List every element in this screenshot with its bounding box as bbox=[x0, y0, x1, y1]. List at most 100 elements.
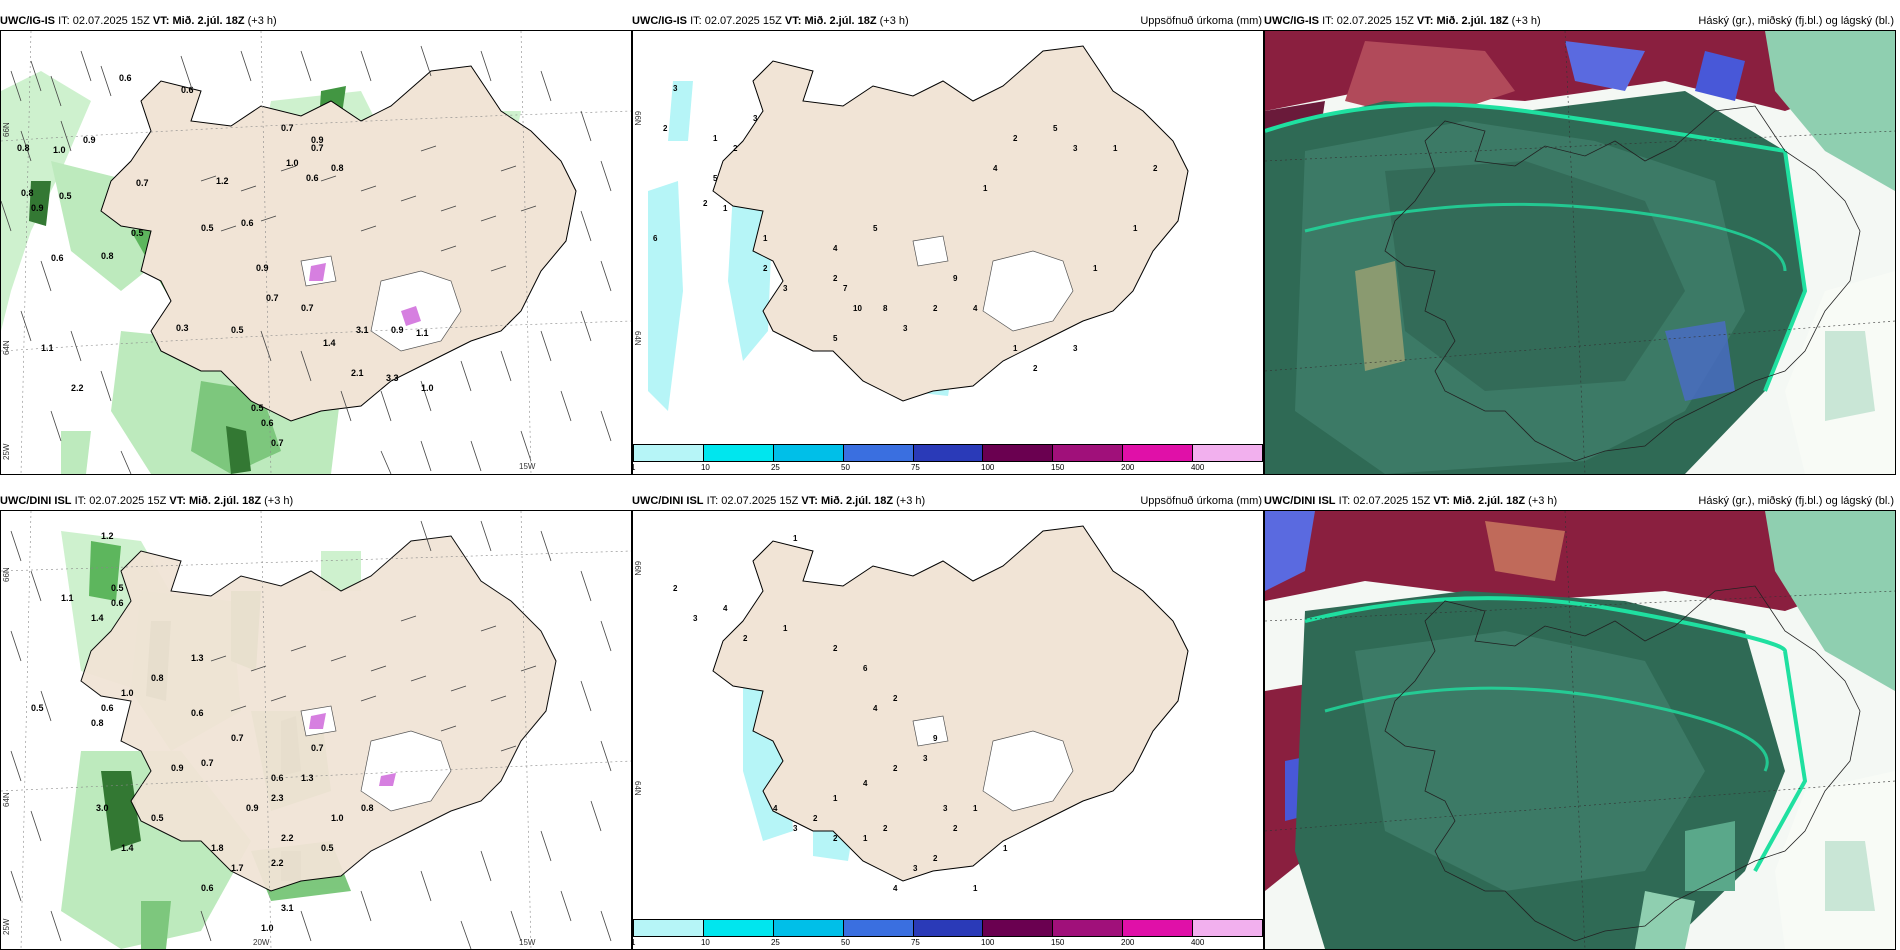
lon-label-15: 15W bbox=[519, 462, 536, 471]
legend-tick: 75 bbox=[910, 463, 920, 472]
value-label: 1 bbox=[1013, 344, 1018, 353]
legend-swatch bbox=[703, 920, 774, 936]
value-label: 1.0 bbox=[286, 158, 299, 168]
lat-label-64: 64N bbox=[633, 781, 642, 796]
value-label: 2.1 bbox=[351, 368, 364, 378]
legend-tick: 1 bbox=[633, 938, 635, 947]
value-label: 3.0 bbox=[96, 803, 109, 813]
wind-map-r1[interactable]: 66N 64N 25W 15W 0.6 0.6 0.8 1.0 0.9 0.8 0.5 0.9… bbox=[0, 30, 632, 475]
panel-header: UWC/DINI ISL IT: 02.07.2025 15Z VT: Mið.… bbox=[1264, 492, 1896, 510]
legend-tick: 150 bbox=[1051, 938, 1065, 947]
lat-label-66: 66N bbox=[2, 122, 11, 137]
value-label: 0.7 bbox=[201, 758, 214, 768]
value-label: 3 bbox=[1073, 344, 1078, 353]
value-label: 9 bbox=[953, 274, 958, 283]
value-label: 1.2 bbox=[101, 531, 114, 541]
value-label: 3 bbox=[913, 864, 918, 873]
value-label: 1.0 bbox=[421, 383, 434, 393]
panel-r1-wind: UWC/IG-IS IT: 02.07.2025 15Z VT: Mið. 2.… bbox=[0, 12, 632, 475]
vt-label: VT: bbox=[152, 15, 170, 27]
value-label: 1 bbox=[973, 884, 978, 893]
lead-time: (+3 h) bbox=[1511, 15, 1541, 27]
model-name: UWC/IG-IS bbox=[0, 15, 55, 27]
value-label: 1.0 bbox=[261, 923, 274, 933]
value-label: 0.9 bbox=[246, 803, 259, 813]
value-label: 0.6 bbox=[306, 173, 319, 183]
precip-legend: 1 10 25 50 75 100 150 200 400 bbox=[633, 444, 1263, 474]
legend-swatch bbox=[983, 920, 1054, 936]
value-label: 0.8 bbox=[21, 188, 34, 198]
legend-tick: 150 bbox=[1051, 463, 1065, 472]
lat-label-64: 64N bbox=[2, 792, 11, 807]
it-label: IT: bbox=[706, 495, 719, 507]
value-label: 3 bbox=[753, 114, 758, 123]
cloud-map-r1[interactable] bbox=[1264, 30, 1896, 475]
precip-legend: 1 10 25 50 75 100 150 200 400 bbox=[633, 919, 1263, 949]
value-label: 0.7 bbox=[281, 123, 294, 133]
value-label: 4 bbox=[833, 244, 838, 253]
value-label: 0.6 bbox=[261, 418, 274, 428]
value-label: 0.5 bbox=[201, 223, 214, 233]
value-label: 2 bbox=[763, 264, 768, 273]
value-label: 1 bbox=[1133, 224, 1138, 233]
value-label: 0.9 bbox=[31, 203, 44, 213]
legend-swatch bbox=[913, 445, 984, 461]
it-value: 02.07.2025 15Z bbox=[72, 15, 150, 27]
value-label: 4 bbox=[993, 164, 998, 173]
model-name: UWC/DINI ISL bbox=[1264, 495, 1336, 507]
value-label: 1.2 bbox=[216, 176, 229, 186]
legend-tick: 1 bbox=[633, 463, 635, 472]
value-label: 0.5 bbox=[251, 403, 264, 413]
value-label: 0.7 bbox=[311, 743, 324, 753]
cloud-map-r2[interactable] bbox=[1264, 510, 1896, 950]
iceland-land bbox=[100, 65, 577, 422]
panel-subtitle: Uppsöfnuð úrkoma (mm) bbox=[1140, 15, 1262, 27]
value-label: 0.7 bbox=[311, 143, 324, 153]
model-name: UWC/IG-IS bbox=[1264, 15, 1319, 27]
legend-swatch bbox=[634, 920, 704, 936]
legend-swatch bbox=[843, 920, 914, 936]
value-label: 2 bbox=[833, 834, 838, 843]
value-label: 1 bbox=[863, 834, 868, 843]
vt-value: Mið. 2.júl. 18Z bbox=[1436, 15, 1509, 27]
it-value: 02.07.2025 15Z bbox=[704, 15, 782, 27]
legend-swatch bbox=[1193, 920, 1263, 936]
value-label: 2 bbox=[933, 854, 938, 863]
lat-label-66: 66N bbox=[633, 111, 642, 126]
value-label: 3.3 bbox=[386, 373, 399, 383]
legend-tick: 100 bbox=[981, 463, 995, 472]
value-label: 2 bbox=[703, 199, 708, 208]
legend-tick: 25 bbox=[770, 463, 780, 472]
it-value: 02.07.2025 15Z bbox=[89, 495, 167, 507]
value-label: 1.1 bbox=[416, 328, 429, 338]
legend-tick: 10 bbox=[700, 938, 710, 947]
value-label: 7 bbox=[843, 284, 848, 293]
legend-swatch bbox=[773, 920, 844, 936]
value-label: 0.9 bbox=[311, 135, 324, 145]
value-label: 5 bbox=[873, 224, 878, 233]
value-label: 1 bbox=[763, 234, 768, 243]
value-label: 1 bbox=[1113, 144, 1118, 153]
value-label: 3 bbox=[673, 84, 678, 93]
value-label: 0.9 bbox=[171, 763, 184, 773]
legend-tick: 10 bbox=[700, 463, 710, 472]
value-label: 0.6 bbox=[111, 598, 124, 608]
value-label: 8 bbox=[883, 304, 888, 313]
value-label: 1.4 bbox=[121, 843, 134, 853]
value-label: 3 bbox=[693, 614, 698, 623]
value-label: 2 bbox=[743, 634, 748, 643]
vt-value: Mið. 2.júl. 18Z bbox=[172, 15, 245, 27]
value-label: 4 bbox=[973, 304, 978, 313]
value-label: 1 bbox=[723, 204, 728, 213]
precip-map-r1[interactable]: 66N 64N 3 2 1 2 3 5 2 1 6 1 2 3 4 5 2 7 10 5 8 3 2 9 4 1 2 3 1 1 2 1 3… bbox=[632, 30, 1264, 475]
vt-value: Mið. 2.júl. 18Z bbox=[1452, 495, 1526, 507]
lon-label-20: 20W bbox=[253, 938, 270, 947]
model-name: UWC/IG-IS bbox=[632, 15, 687, 27]
it-label: IT: bbox=[1338, 495, 1351, 507]
wind-map-r2[interactable]: 66N 64N 25W 20W 15W 1.2 0.5 0.6 1.1 1.4 1.3 0.… bbox=[0, 510, 632, 950]
panel-r1-clouds: UWC/IG-IS IT: 02.07.2025 15Z VT: Mið. 2.… bbox=[1264, 12, 1900, 475]
legend-tick: 75 bbox=[910, 938, 920, 947]
value-label: 1 bbox=[973, 804, 978, 813]
value-label: 0.8 bbox=[101, 251, 114, 261]
